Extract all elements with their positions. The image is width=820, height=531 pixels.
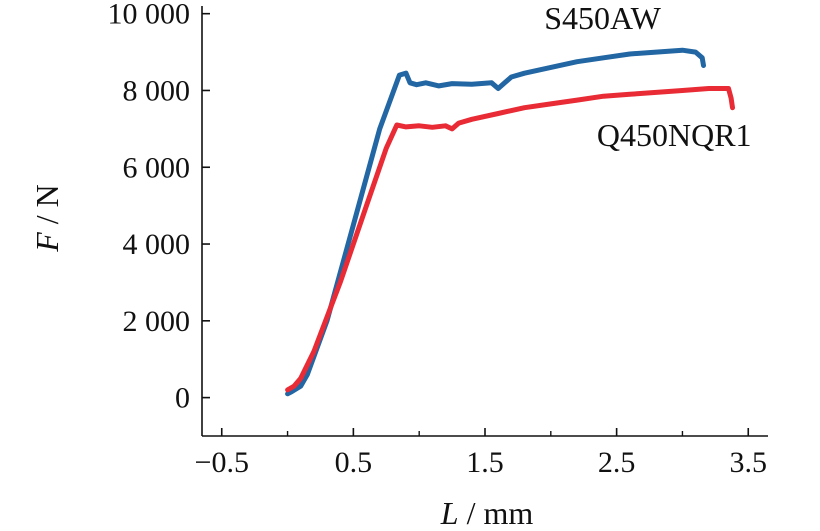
x-axis-variable: L [440,495,459,531]
x-tick-label: −0.5 [195,446,249,479]
series-labels: S450AW Q450NQR1 [544,0,751,153]
x-tick-label: 1.5 [466,446,504,479]
y-tick-label: 10 000 [108,0,191,31]
y-tick-label: 6 000 [123,151,191,184]
x-axis-ticks: −0.5 0.5 1.5 2.5 3.5 [195,428,767,479]
y-tick-label: 2 000 [123,305,191,338]
series-label-s450aw: S450AW [544,0,661,36]
y-axis-ticks: 0 2 000 4 000 6 000 8 000 10 000 [108,0,210,415]
y-axis-variable: F [29,232,65,253]
axis-titles: F / N L / mm [29,184,533,531]
x-axis-title: L / mm [440,495,534,531]
series-line-s450aw [285,47,706,397]
series-line-q450nqr1 [285,86,735,393]
y-tick-label: 0 [175,382,190,415]
series-label-q450nqr1: Q450NQR1 [597,117,752,153]
y-axis-separator: / [29,207,65,232]
y-axis-title: F / N [29,184,65,253]
x-tick-label: 0.5 [335,446,373,479]
x-tick-label: 3.5 [730,446,768,479]
y-tick-label: 4 000 [123,228,191,261]
y-tick-label: 8 000 [123,74,191,107]
x-tick-label: 2.5 [598,446,636,479]
series-lines [285,47,735,397]
x-axis-separator: / [459,495,484,531]
chart-axes [201,6,768,437]
y-axis-unit: N [29,184,65,207]
x-axis-unit: mm [483,495,533,531]
